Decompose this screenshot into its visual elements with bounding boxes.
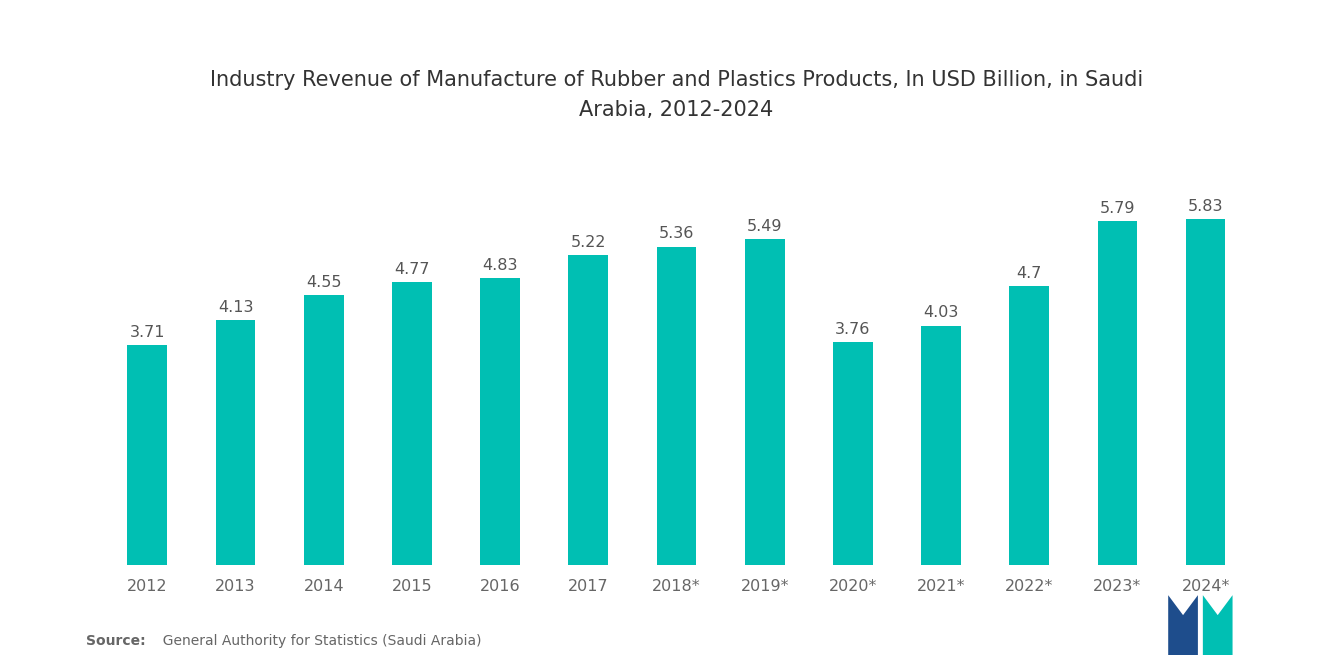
Bar <box>1098 221 1138 565</box>
Text: 5.36: 5.36 <box>659 227 694 241</box>
Bar <box>480 279 520 565</box>
Bar <box>1010 286 1049 565</box>
Bar <box>304 295 343 565</box>
Text: General Authority for Statistics (Saudi Arabia): General Authority for Statistics (Saudi … <box>154 634 482 648</box>
Text: 3.71: 3.71 <box>129 325 165 340</box>
Text: 4.03: 4.03 <box>924 305 958 321</box>
Text: 3.76: 3.76 <box>836 322 871 336</box>
Text: 5.79: 5.79 <box>1100 201 1135 216</box>
Text: 4.55: 4.55 <box>306 275 342 289</box>
Bar <box>569 255 609 565</box>
Text: 5.49: 5.49 <box>747 219 783 234</box>
Bar <box>833 342 873 565</box>
Text: 4.83: 4.83 <box>482 258 517 273</box>
Bar <box>128 345 168 565</box>
Bar <box>921 326 961 565</box>
Bar <box>215 320 255 565</box>
Text: 5.22: 5.22 <box>570 235 606 250</box>
Title: Industry Revenue of Manufacture of Rubber and Plastics Products, In USD Billion,: Industry Revenue of Manufacture of Rubbe… <box>210 70 1143 120</box>
Text: 4.77: 4.77 <box>395 261 430 277</box>
Text: 5.83: 5.83 <box>1188 199 1224 213</box>
Text: 4.7: 4.7 <box>1016 266 1041 281</box>
Bar <box>1185 219 1225 565</box>
Bar <box>656 247 697 565</box>
Text: 4.13: 4.13 <box>218 299 253 315</box>
Bar <box>392 282 432 565</box>
Bar <box>744 239 784 565</box>
Text: Source:: Source: <box>86 634 145 648</box>
